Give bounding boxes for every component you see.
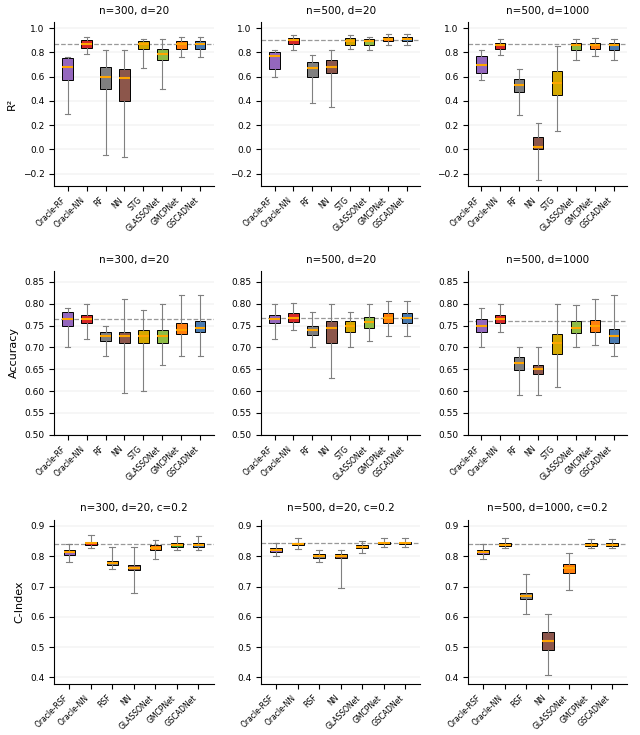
PathPatch shape: [128, 565, 140, 570]
PathPatch shape: [520, 593, 532, 598]
PathPatch shape: [81, 315, 92, 323]
Title: n=500, d=20: n=500, d=20: [306, 254, 376, 265]
PathPatch shape: [288, 313, 299, 322]
Title: n=500, d=1000: n=500, d=1000: [506, 6, 589, 15]
PathPatch shape: [63, 550, 76, 555]
PathPatch shape: [335, 554, 347, 558]
PathPatch shape: [269, 52, 280, 69]
PathPatch shape: [100, 332, 111, 341]
PathPatch shape: [292, 542, 304, 545]
PathPatch shape: [533, 137, 543, 149]
PathPatch shape: [356, 545, 368, 548]
Title: n=300, d=20: n=300, d=20: [99, 254, 169, 265]
PathPatch shape: [606, 543, 618, 546]
PathPatch shape: [157, 330, 168, 343]
PathPatch shape: [402, 37, 412, 41]
PathPatch shape: [85, 542, 97, 545]
PathPatch shape: [269, 315, 280, 323]
PathPatch shape: [590, 320, 600, 332]
PathPatch shape: [609, 43, 619, 50]
PathPatch shape: [476, 319, 486, 332]
PathPatch shape: [106, 561, 118, 564]
PathPatch shape: [138, 330, 148, 343]
PathPatch shape: [345, 37, 355, 45]
Title: n=500, d=1000: n=500, d=1000: [506, 254, 589, 265]
PathPatch shape: [552, 71, 563, 95]
PathPatch shape: [307, 326, 317, 335]
Title: n=500, d=20, c=0.2: n=500, d=20, c=0.2: [287, 503, 395, 514]
PathPatch shape: [563, 564, 575, 573]
PathPatch shape: [195, 321, 205, 332]
Title: n=300, d=20, c=0.2: n=300, d=20, c=0.2: [80, 503, 188, 514]
Y-axis label: C-Index: C-Index: [15, 581, 25, 623]
PathPatch shape: [81, 40, 92, 48]
PathPatch shape: [63, 59, 73, 80]
PathPatch shape: [326, 321, 337, 343]
PathPatch shape: [609, 329, 619, 343]
PathPatch shape: [402, 313, 412, 323]
PathPatch shape: [477, 550, 489, 553]
PathPatch shape: [176, 41, 186, 49]
PathPatch shape: [100, 67, 111, 89]
PathPatch shape: [499, 543, 511, 546]
PathPatch shape: [514, 357, 524, 370]
PathPatch shape: [157, 49, 168, 60]
PathPatch shape: [495, 43, 506, 49]
PathPatch shape: [288, 37, 299, 44]
PathPatch shape: [345, 321, 355, 332]
Title: n=300, d=20: n=300, d=20: [99, 6, 169, 15]
PathPatch shape: [399, 542, 412, 544]
PathPatch shape: [171, 543, 183, 547]
PathPatch shape: [533, 365, 543, 374]
PathPatch shape: [119, 69, 130, 101]
PathPatch shape: [63, 312, 73, 326]
PathPatch shape: [383, 313, 394, 323]
PathPatch shape: [585, 543, 596, 546]
PathPatch shape: [590, 43, 600, 49]
PathPatch shape: [476, 56, 486, 73]
Title: n=500, d=20: n=500, d=20: [306, 6, 376, 15]
Y-axis label: R²: R²: [8, 98, 17, 110]
PathPatch shape: [571, 321, 581, 334]
PathPatch shape: [119, 332, 130, 343]
PathPatch shape: [552, 334, 563, 354]
PathPatch shape: [541, 632, 554, 650]
PathPatch shape: [307, 62, 317, 76]
PathPatch shape: [150, 545, 161, 550]
PathPatch shape: [176, 323, 186, 334]
PathPatch shape: [495, 315, 506, 323]
PathPatch shape: [193, 543, 204, 547]
PathPatch shape: [571, 43, 581, 50]
PathPatch shape: [270, 548, 282, 552]
PathPatch shape: [378, 542, 390, 544]
PathPatch shape: [364, 317, 374, 328]
PathPatch shape: [364, 39, 374, 45]
Y-axis label: Accuracy: Accuracy: [9, 327, 19, 379]
Title: n=500, d=1000, c=0.2: n=500, d=1000, c=0.2: [487, 503, 608, 514]
PathPatch shape: [326, 60, 337, 73]
PathPatch shape: [314, 554, 325, 558]
PathPatch shape: [195, 41, 205, 49]
PathPatch shape: [383, 37, 394, 41]
PathPatch shape: [514, 79, 524, 93]
PathPatch shape: [138, 41, 148, 49]
